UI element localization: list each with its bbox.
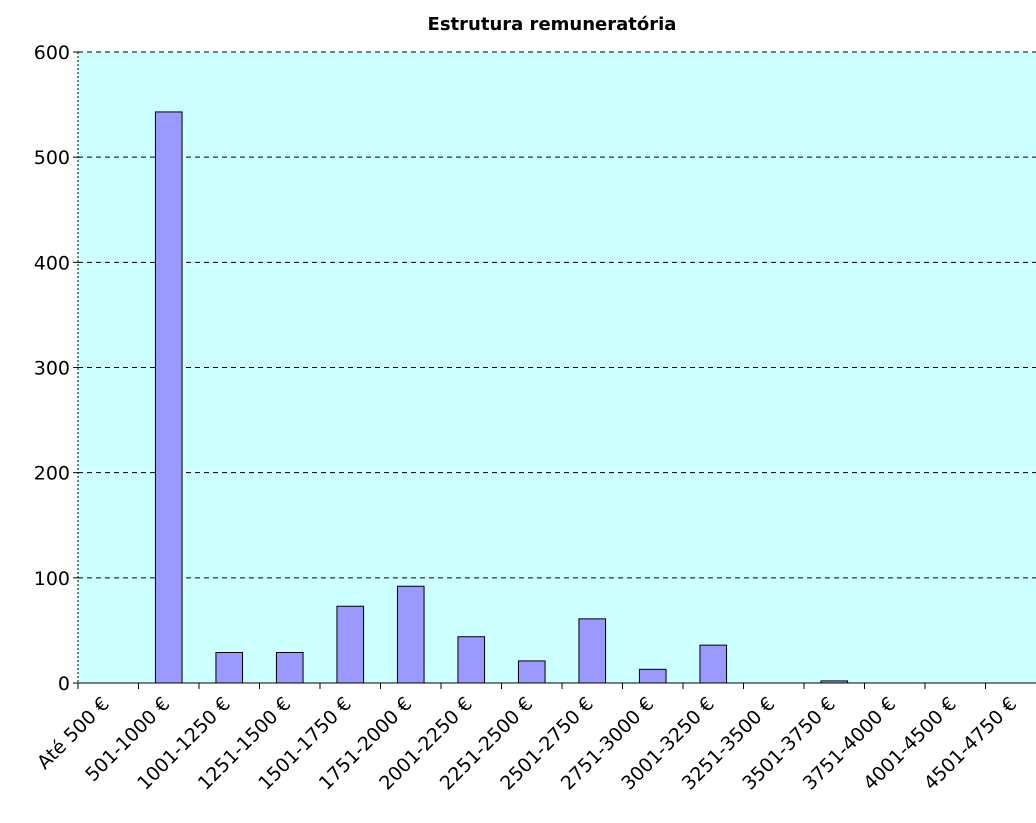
- bar: [638, 668, 667, 684]
- y-tick-label: 500: [34, 147, 70, 169]
- bar: [578, 618, 607, 684]
- bar: [820, 680, 849, 684]
- y-tick-label: 0: [58, 673, 70, 695]
- bar: [396, 585, 425, 684]
- bar: [275, 652, 304, 684]
- bar: [154, 111, 183, 684]
- bar: [457, 636, 486, 684]
- chart-title: Estrutura remuneratória: [428, 14, 677, 35]
- bar: [336, 605, 365, 684]
- y-tick-label: 200: [34, 463, 70, 485]
- y-tick-label: 400: [34, 252, 70, 274]
- bar: [517, 660, 546, 684]
- bar: [215, 652, 244, 684]
- y-tick-label: 600: [34, 42, 70, 64]
- y-tick-label: 300: [34, 358, 70, 380]
- bar: [699, 644, 728, 684]
- y-tick-label: 100: [34, 568, 70, 590]
